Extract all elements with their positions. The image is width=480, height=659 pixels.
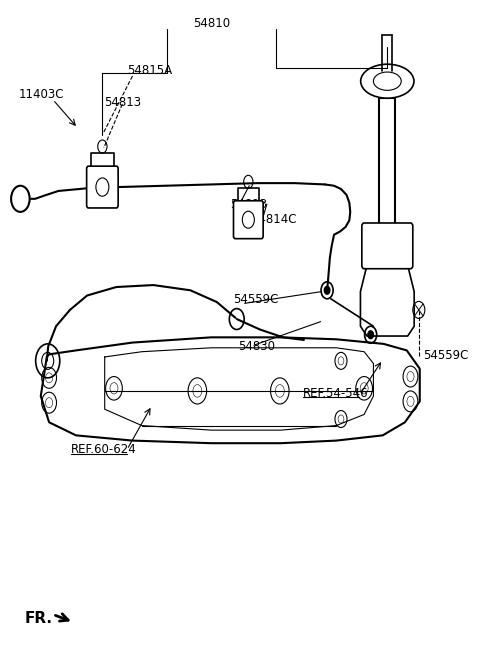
Text: 54559C: 54559C — [233, 293, 279, 306]
Text: 54815A: 54815A — [127, 64, 172, 77]
Text: FR.: FR. — [25, 611, 53, 626]
Text: 54830: 54830 — [238, 340, 275, 353]
Text: 11403C: 11403C — [19, 88, 64, 101]
Circle shape — [368, 331, 373, 339]
Text: REF.54-546: REF.54-546 — [303, 387, 369, 400]
Text: 54810: 54810 — [192, 17, 230, 30]
Text: REF.60-624: REF.60-624 — [72, 444, 137, 456]
FancyBboxPatch shape — [362, 223, 413, 269]
FancyBboxPatch shape — [233, 201, 263, 239]
Text: 54559C: 54559C — [423, 349, 469, 362]
FancyBboxPatch shape — [86, 166, 118, 208]
Text: 54813: 54813 — [230, 198, 267, 210]
Circle shape — [11, 186, 30, 212]
Circle shape — [324, 287, 330, 294]
Text: 54814C: 54814C — [251, 214, 296, 226]
Text: 54813: 54813 — [104, 96, 141, 109]
